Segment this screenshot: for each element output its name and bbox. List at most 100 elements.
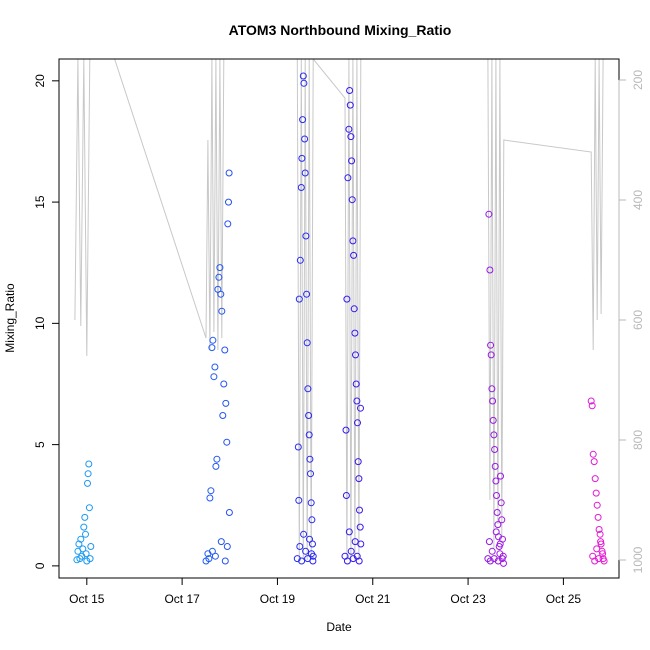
x-tick-label: Oct 23	[450, 592, 486, 606]
data-point	[223, 543, 231, 550]
data-point	[346, 87, 354, 94]
y-axis: 0 5 10 15 20	[33, 74, 60, 569]
data-point	[294, 443, 302, 451]
data-point	[345, 125, 353, 133]
y-axis-label: Mixing_Ratio	[3, 283, 17, 353]
data-point	[493, 509, 501, 516]
data-point	[489, 397, 497, 405]
data-point	[354, 419, 361, 427]
data-point	[342, 492, 350, 499]
data-point	[207, 487, 215, 495]
data-point	[348, 196, 356, 204]
data-point	[303, 290, 311, 298]
data-point	[493, 492, 500, 499]
data-point	[488, 547, 496, 555]
data-point	[221, 557, 229, 565]
data-point	[84, 479, 91, 487]
data-point	[494, 521, 502, 529]
data-point	[596, 530, 604, 538]
data-point	[80, 523, 88, 531]
data-point	[212, 462, 220, 470]
data-point	[79, 545, 87, 553]
data-point	[594, 513, 602, 521]
data-point	[224, 220, 232, 228]
data-point	[210, 373, 218, 381]
data-point	[296, 543, 304, 550]
data-point	[492, 477, 500, 485]
data-point	[209, 336, 217, 344]
data-point	[87, 543, 95, 550]
data-point	[486, 266, 494, 274]
data-point	[490, 431, 498, 439]
data-point	[308, 516, 316, 524]
data-point	[592, 489, 600, 497]
y2-tick-label: 800	[631, 430, 645, 450]
data-point	[491, 446, 499, 453]
x-tick-label: Oct 15	[69, 592, 105, 606]
data-point	[295, 295, 303, 303]
data-point	[306, 535, 313, 543]
x-axis-label: Date	[326, 620, 352, 634]
data-point	[488, 385, 496, 393]
data-point	[217, 290, 225, 298]
y-tick-label: 15	[33, 195, 47, 209]
data-point	[346, 101, 354, 109]
data-point	[82, 550, 90, 558]
data-point	[343, 557, 351, 565]
y-tick-label: 20	[33, 74, 47, 88]
data-point	[350, 251, 358, 259]
data-point	[223, 438, 231, 446]
data-point	[82, 530, 89, 538]
data-point	[301, 135, 309, 143]
y2-tick-label: 200	[631, 70, 645, 90]
data-point	[205, 555, 213, 563]
data-point	[491, 462, 499, 470]
data-point	[349, 237, 357, 245]
x-tick-label: Oct 17	[164, 592, 200, 606]
secondary-line-1	[74, 59, 362, 561]
data-point	[355, 475, 363, 483]
data-point	[485, 538, 493, 546]
data-point	[296, 256, 304, 264]
secondary-line-2	[487, 59, 604, 549]
data-point	[225, 509, 233, 516]
y-tick-label: 10	[33, 316, 47, 330]
data-point	[351, 329, 359, 337]
data-point	[342, 426, 350, 434]
y2-tick-label: 400	[631, 190, 645, 210]
data-point	[303, 339, 311, 347]
data-point	[299, 72, 307, 80]
secondary-series-layer	[74, 59, 604, 561]
data-point	[347, 133, 355, 141]
data-point	[219, 412, 227, 419]
data-point	[225, 169, 233, 177]
data-point	[353, 397, 361, 405]
data-point	[84, 470, 92, 478]
data-point	[487, 351, 495, 359]
data-point	[356, 523, 364, 531]
data-point	[217, 538, 225, 546]
data-point	[298, 154, 306, 162]
data-point	[300, 530, 308, 538]
data-point	[299, 116, 307, 124]
data-point	[305, 412, 313, 419]
data-point	[75, 540, 83, 548]
data-point	[344, 174, 352, 182]
data-point	[354, 458, 362, 466]
data-point	[295, 496, 303, 504]
data-point	[218, 307, 226, 315]
data-point	[355, 557, 363, 565]
data-point	[489, 416, 497, 424]
data-point	[497, 472, 504, 480]
data-point	[496, 540, 504, 548]
data-point	[297, 184, 305, 191]
data-point	[356, 506, 363, 514]
x-tick-label: Oct 19	[260, 592, 296, 606]
data-point	[308, 550, 315, 558]
data-point	[304, 385, 312, 393]
data-point	[348, 157, 356, 165]
data-point	[485, 210, 493, 218]
data-point	[211, 552, 219, 560]
data-point	[498, 516, 506, 524]
data-point	[500, 559, 507, 567]
